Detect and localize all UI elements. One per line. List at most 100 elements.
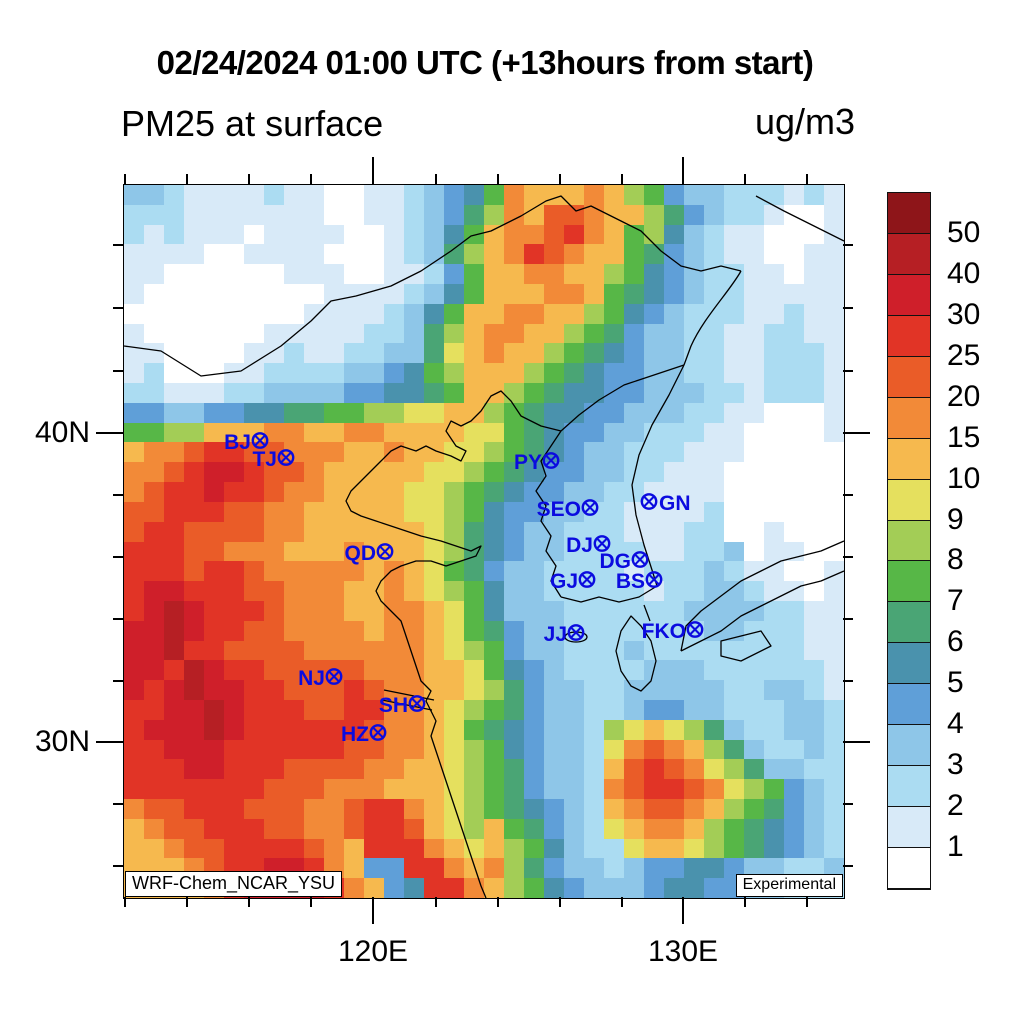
grid-cell bbox=[144, 462, 164, 482]
grid-cell bbox=[524, 225, 544, 244]
grid-cell bbox=[124, 759, 144, 779]
grid-cell bbox=[744, 324, 764, 343]
grid-cell bbox=[504, 779, 524, 799]
grid-cell bbox=[604, 740, 624, 759]
grid-cell bbox=[524, 581, 544, 601]
grid-cell bbox=[324, 561, 344, 581]
grid-cell bbox=[324, 581, 344, 601]
grid-cell bbox=[624, 680, 644, 700]
grid-cell bbox=[824, 423, 844, 442]
grid-cell bbox=[244, 561, 264, 581]
grid-cell bbox=[204, 680, 224, 700]
grid-cell bbox=[604, 225, 624, 244]
grid-cell bbox=[684, 878, 704, 898]
grid-cell bbox=[264, 343, 284, 363]
grid-cell bbox=[644, 423, 664, 442]
grid-cell bbox=[264, 542, 284, 561]
grid-cell bbox=[164, 740, 184, 759]
grid-cell bbox=[244, 462, 264, 482]
grid-cell bbox=[764, 324, 784, 343]
grid-cell bbox=[184, 264, 204, 284]
grid-cell bbox=[224, 185, 244, 205]
grid-cell bbox=[744, 363, 764, 383]
grid-cell bbox=[284, 680, 304, 700]
grid-cell bbox=[404, 700, 424, 720]
page-title: 02/24/2024 01:00 UTC (+13hours from star… bbox=[156, 44, 814, 81]
grid-cell bbox=[724, 284, 744, 304]
grid-cell bbox=[264, 423, 284, 442]
grid-cell bbox=[284, 660, 304, 680]
grid-cell bbox=[164, 225, 184, 244]
grid-cell bbox=[824, 621, 844, 641]
grid-cell bbox=[724, 324, 744, 343]
grid-cell bbox=[584, 304, 604, 324]
grid-cell bbox=[784, 581, 804, 601]
grid-cell bbox=[264, 799, 284, 819]
grid-cell bbox=[204, 799, 224, 819]
grid-cell bbox=[604, 442, 624, 462]
grid-cell bbox=[164, 423, 184, 442]
grid-cell bbox=[744, 383, 764, 403]
grid-cell bbox=[444, 403, 464, 423]
grid-cell bbox=[684, 581, 704, 601]
grid-cell bbox=[264, 225, 284, 244]
grid-cell bbox=[264, 482, 284, 502]
grid-cell bbox=[704, 363, 724, 383]
grid-cell bbox=[364, 660, 384, 680]
grid-cell bbox=[384, 680, 404, 700]
grid-cell bbox=[744, 779, 764, 799]
grid-cell bbox=[524, 700, 544, 720]
grid-cell bbox=[684, 641, 704, 660]
grid-cell bbox=[264, 522, 284, 542]
grid-cell bbox=[224, 343, 244, 363]
grid-cell bbox=[724, 462, 744, 482]
grid-cell bbox=[824, 858, 844, 878]
grid-cell bbox=[484, 839, 504, 858]
grid-cell bbox=[164, 819, 184, 839]
grid-cell bbox=[624, 244, 644, 264]
grid-cell bbox=[784, 442, 804, 462]
grid-cell bbox=[184, 542, 204, 561]
grid-cell bbox=[524, 858, 544, 878]
grid-cell bbox=[364, 423, 384, 442]
grid-cell bbox=[824, 660, 844, 680]
grid-cell bbox=[524, 522, 544, 542]
colorbar-tick-label: 2 bbox=[947, 789, 964, 822]
grid-cell bbox=[544, 720, 564, 740]
grid-cell bbox=[324, 343, 344, 363]
grid-cell bbox=[664, 423, 684, 442]
grid-cell bbox=[484, 185, 504, 205]
grid-cell bbox=[804, 601, 824, 621]
grid-cell bbox=[704, 522, 724, 542]
grid-cell bbox=[444, 363, 464, 383]
grid-cell bbox=[344, 442, 364, 462]
grid-cell bbox=[144, 225, 164, 244]
grid-cell bbox=[584, 225, 604, 244]
grid-cell bbox=[724, 264, 744, 284]
colorbar-segment bbox=[888, 766, 930, 807]
grid-cell bbox=[444, 482, 464, 502]
grid-cell bbox=[624, 858, 644, 878]
grid-cell bbox=[484, 819, 504, 839]
grid-cell bbox=[784, 522, 804, 542]
grid-cell bbox=[664, 799, 684, 819]
grid-cell bbox=[724, 561, 744, 581]
axis-tick bbox=[113, 680, 123, 682]
grid-cell bbox=[524, 284, 544, 304]
grid-cell bbox=[244, 264, 264, 284]
grid-cell bbox=[564, 601, 584, 621]
grid-cell bbox=[824, 522, 844, 542]
y-axis-tick-label: 30N bbox=[34, 725, 90, 758]
grid-cell bbox=[124, 403, 144, 423]
grid-cell bbox=[444, 462, 464, 482]
grid-cell bbox=[684, 205, 704, 225]
grid-cell bbox=[744, 641, 764, 660]
grid-cell bbox=[664, 522, 684, 542]
grid-cell bbox=[684, 522, 704, 542]
grid-cell bbox=[344, 403, 364, 423]
grid-cell bbox=[564, 700, 584, 720]
grid-cell bbox=[404, 403, 424, 423]
grid-cell bbox=[524, 205, 544, 225]
grid-cell bbox=[184, 324, 204, 343]
grid-cell bbox=[464, 581, 484, 601]
